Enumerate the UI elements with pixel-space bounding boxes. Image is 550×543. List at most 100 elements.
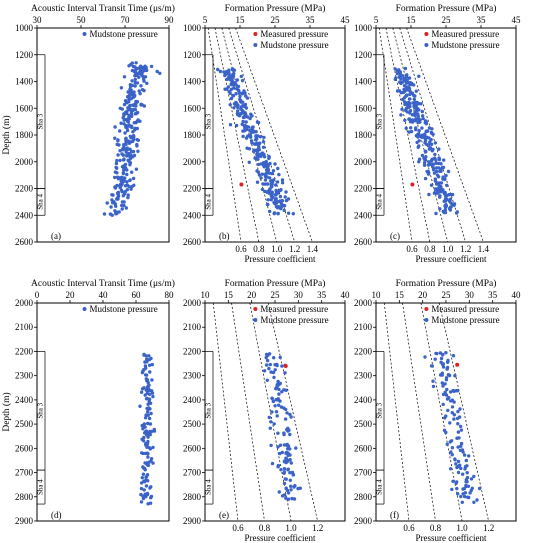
data-point [423, 355, 427, 359]
data-point [118, 106, 123, 111]
data-point [395, 71, 400, 76]
data-point [282, 470, 287, 474]
data-point [455, 480, 459, 484]
data-point [270, 184, 274, 189]
data-point [139, 500, 144, 504]
y-tick-label: 1400 [354, 77, 373, 87]
data-point [403, 66, 408, 71]
x-axis-label: Pressure coefficient [415, 533, 487, 543]
x-tick-label: 5 [374, 15, 379, 25]
data-point [402, 84, 407, 88]
coefficient-label: 0.8 [253, 244, 265, 254]
data-point [130, 68, 135, 73]
data-point [435, 190, 440, 195]
plot-frame [204, 27, 346, 243]
x-tick-label: 15 [407, 15, 417, 25]
data-point [147, 354, 151, 358]
data-point [286, 197, 291, 201]
legend-label: Measured pressure [260, 29, 328, 39]
data-point [431, 168, 436, 172]
data-point [142, 88, 146, 93]
data-point [150, 429, 154, 434]
scatter-series [216, 67, 295, 216]
data-point [113, 186, 118, 190]
data-point [128, 161, 133, 165]
x-tick-label: 10 [201, 290, 211, 300]
data-point [456, 470, 461, 475]
data-point [134, 104, 138, 108]
data-point [230, 68, 235, 72]
data-point [128, 178, 132, 182]
data-point [282, 388, 286, 392]
x-tick-label: 20 [418, 290, 428, 300]
coefficient-line [402, 302, 436, 522]
data-point [433, 152, 437, 157]
data-point [445, 387, 449, 392]
data-point [127, 99, 131, 104]
y-tick-label: 1800 [15, 130, 34, 140]
data-point [291, 473, 295, 477]
data-point [256, 120, 261, 125]
data-point [269, 443, 273, 448]
data-point [243, 123, 247, 128]
scatter-series [138, 352, 157, 506]
data-point [269, 370, 273, 374]
y-tick-label: 2600 [183, 443, 202, 453]
data-point [240, 91, 244, 96]
data-point [434, 211, 438, 216]
data-point [132, 137, 136, 142]
data-point [444, 414, 448, 418]
data-point [441, 362, 445, 366]
data-point [276, 463, 281, 468]
data-point [141, 439, 146, 443]
data-point [265, 182, 270, 186]
data-point [119, 183, 123, 188]
data-point [276, 431, 280, 435]
data-point [124, 150, 128, 154]
data-point [243, 111, 247, 115]
data-point [268, 209, 272, 214]
data-point [472, 500, 476, 504]
y-tick-label: 2500 [183, 419, 202, 429]
legend-marker [253, 43, 258, 47]
data-point [453, 457, 457, 461]
coefficient-label: 1.4 [307, 244, 319, 254]
data-point [146, 463, 150, 467]
data-point [427, 192, 431, 197]
data-point [128, 83, 133, 87]
data-point [263, 189, 267, 194]
data-point [229, 96, 234, 101]
data-point [282, 467, 287, 471]
data-point [262, 165, 266, 169]
coefficient-label: 0.8 [430, 523, 442, 533]
data-point [263, 178, 268, 182]
data-point [428, 146, 433, 150]
data-point [448, 421, 452, 425]
data-point [113, 209, 117, 213]
coefficient-line [231, 302, 265, 522]
data-point [274, 183, 278, 187]
data-point [421, 114, 425, 118]
data-point [470, 486, 474, 490]
data-point [136, 138, 140, 142]
data-point [429, 130, 434, 135]
data-point [268, 362, 272, 367]
y-tick-label: 2200 [183, 184, 202, 194]
data-point [133, 112, 137, 116]
y-tick-label: 2100 [183, 322, 202, 332]
data-point [137, 89, 141, 93]
y-tick-label: 1200 [183, 50, 202, 60]
data-point [228, 103, 232, 107]
data-point [408, 120, 413, 124]
y-tick-label: 2000 [183, 298, 202, 308]
data-point [403, 100, 407, 104]
data-point [253, 156, 257, 160]
unit-label: Sha 3 [37, 402, 45, 418]
data-point [410, 81, 414, 86]
data-point [260, 187, 265, 192]
data-point [286, 453, 290, 458]
data-point [463, 465, 468, 469]
data-point [126, 158, 130, 162]
data-point [225, 77, 229, 82]
y-tick-label: 2800 [354, 492, 373, 502]
